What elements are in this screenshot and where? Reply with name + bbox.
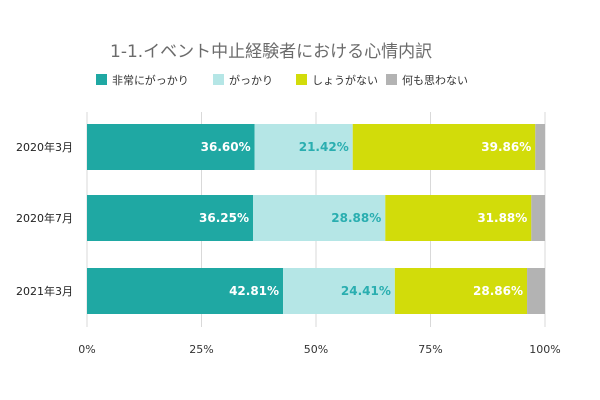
bar-segment xyxy=(87,195,254,241)
x-tick-label: 25% xyxy=(189,343,213,356)
bar-segment xyxy=(87,268,284,314)
legend: 非常にがっかり がっかり しょうがない 何も思わない xyxy=(96,73,468,87)
bar-segment xyxy=(531,195,545,241)
bar-segment xyxy=(352,124,536,170)
x-axis-ticks: 0% 25% 50% 75% 100% xyxy=(78,343,560,356)
legend-swatch xyxy=(296,74,307,85)
chart-title: 1-1.イベント中止経験者における心情内訳 xyxy=(110,42,432,62)
bar-segment xyxy=(254,124,353,170)
bar-segment xyxy=(535,124,545,170)
x-tick-label: 50% xyxy=(304,343,328,356)
legend-label: がっかり xyxy=(229,73,273,87)
x-tick-label: 0% xyxy=(78,343,95,356)
legend-swatch xyxy=(96,74,107,85)
x-tick-label: 75% xyxy=(418,343,442,356)
legend-label: 非常にがっかり xyxy=(112,73,189,87)
data-label: 42.81% xyxy=(229,284,279,298)
legend-label: しょうがない xyxy=(312,73,378,87)
x-tick-label: 100% xyxy=(529,343,560,356)
data-label: 21.42% xyxy=(299,140,349,154)
data-label: 31.88% xyxy=(477,211,527,225)
category-label: 2020年3月 xyxy=(16,140,73,154)
data-label: 28.88% xyxy=(331,211,381,225)
bar-segment xyxy=(385,195,532,241)
bar-segment xyxy=(394,268,528,314)
bars xyxy=(87,124,545,314)
data-label: 36.60% xyxy=(201,140,251,154)
legend-swatch xyxy=(213,74,224,85)
category-labels: 2020年3月 2020年7月 2021年3月 xyxy=(16,140,73,298)
category-label: 2020年7月 xyxy=(16,211,73,225)
data-label: 24.41% xyxy=(341,284,391,298)
data-label: 39.86% xyxy=(481,140,531,154)
bar-segment xyxy=(253,195,386,241)
category-label: 2021年3月 xyxy=(16,284,73,298)
bar-segment xyxy=(527,268,545,314)
data-label: 36.25% xyxy=(199,211,249,225)
legend-swatch xyxy=(386,74,397,85)
data-label: 28.86% xyxy=(473,284,523,298)
legend-label: 何も思わない xyxy=(402,74,468,87)
bar-segment xyxy=(283,268,395,314)
data-labels: 36.60% 21.42% 39.86% 36.25% 28.88% 31.88% 42.8… xyxy=(199,140,531,298)
bar-segment xyxy=(87,124,255,170)
